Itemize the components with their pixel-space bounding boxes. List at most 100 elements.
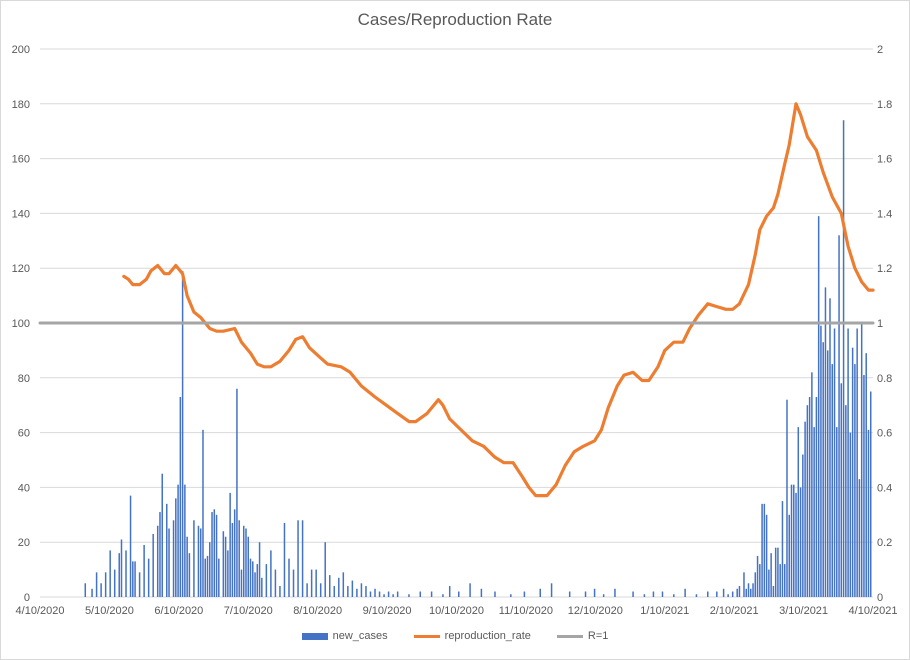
new-cases-bar xyxy=(836,427,838,597)
new-cases-bar xyxy=(156,525,159,597)
new-cases-bar xyxy=(869,391,872,597)
new-cases-bar xyxy=(229,492,231,597)
new-cases-bar xyxy=(396,591,399,597)
new-cases-bar xyxy=(822,342,824,597)
new-cases-bar xyxy=(374,588,376,597)
new-cases-bar xyxy=(847,328,849,597)
new-cases-bar xyxy=(252,561,254,597)
new-cases-bar xyxy=(132,561,134,597)
new-cases-bar xyxy=(236,388,238,597)
new-cases-bar xyxy=(306,583,308,597)
new-cases-bar xyxy=(829,298,831,597)
new-cases-bar xyxy=(238,520,240,597)
new-cases-bar xyxy=(188,553,191,597)
new-cases-bar xyxy=(469,583,471,597)
new-cases-bar xyxy=(193,520,195,597)
x-tick-label: 3/10/2021 xyxy=(779,605,828,617)
new-cases-bar xyxy=(790,484,793,597)
new-cases-bar xyxy=(736,588,738,597)
new-cases-bar xyxy=(815,396,818,597)
new-cases-bar xyxy=(120,539,123,597)
new-cases-bar xyxy=(211,512,213,597)
new-cases-bar xyxy=(731,591,734,597)
new-cases-bar xyxy=(297,520,299,597)
new-cases-bar xyxy=(84,583,87,597)
y-left-tick-label: 180 xyxy=(12,99,30,111)
new-cases-bar xyxy=(159,512,161,597)
new-cases-bar xyxy=(168,528,170,597)
new-cases-bar xyxy=(166,503,168,597)
new-cases-bar xyxy=(292,569,295,597)
new-cases-bar xyxy=(494,591,496,597)
new-cases-bar xyxy=(175,498,177,597)
new-cases-bar xyxy=(442,594,444,597)
new-cases-bar xyxy=(202,429,204,597)
new-cases-bar xyxy=(95,572,98,597)
new-cases-bar xyxy=(274,569,277,597)
new-cases-bar xyxy=(231,523,234,597)
x-tick-label: 11/10/2020 xyxy=(499,605,553,617)
legend-label: R=1 xyxy=(587,630,609,642)
legend-item: R=1 xyxy=(556,630,609,642)
new-cases-bar xyxy=(632,591,634,597)
legend-swatch xyxy=(556,634,583,638)
new-cases-bar xyxy=(328,575,331,597)
new-cases-bar xyxy=(652,591,655,597)
y-right-tick-label: 1.6 xyxy=(877,154,892,166)
new-cases-bar xyxy=(351,580,354,597)
new-cases-bar xyxy=(806,405,809,597)
new-cases-bar xyxy=(197,525,200,597)
new-cases-bar xyxy=(242,525,245,597)
new-cases-bar xyxy=(786,399,788,597)
new-cases-bar xyxy=(91,588,93,597)
new-cases-bar xyxy=(256,564,259,597)
new-cases-bar xyxy=(799,487,802,597)
new-cases-bar xyxy=(143,544,145,597)
legend-label: reproduction_rate xyxy=(444,630,531,642)
new-cases-bar xyxy=(138,572,141,597)
new-cases-bar xyxy=(365,586,367,597)
new-cases-bar xyxy=(315,569,317,597)
new-cases-bar xyxy=(763,503,766,597)
new-cases-bar xyxy=(283,523,286,597)
chart-plot: 0 20 40 60 80 100 120 140 160 180 200 0 0.2 0.4 0.6 0.8… xyxy=(12,44,898,617)
x-tick-label: 12/10/2020 xyxy=(568,605,623,617)
y-left-tick-label: 200 xyxy=(12,44,30,56)
y-right-tick-label: 1.4 xyxy=(877,208,892,220)
new-cases-bar xyxy=(342,572,345,597)
new-cases-bar xyxy=(392,594,394,597)
new-cases-bar xyxy=(387,591,390,597)
new-cases-bar xyxy=(279,586,281,597)
y-right-tick-label: 0 xyxy=(877,592,883,604)
new-cases-bar xyxy=(768,569,770,597)
new-cases-bar xyxy=(754,572,757,597)
legend-item: reproduction_rate xyxy=(413,630,531,642)
new-cases-bar xyxy=(347,586,349,597)
y-right-tick-label: 1 xyxy=(877,318,883,330)
x-tick-label: 9/10/2020 xyxy=(363,605,412,617)
new-cases-bar xyxy=(245,528,247,597)
new-cases-bar xyxy=(804,421,806,597)
new-cases-bar xyxy=(684,588,686,597)
new-cases-bar xyxy=(727,594,729,597)
legend-label: new_cases xyxy=(332,630,388,642)
x-tick-label: 10/10/2020 xyxy=(429,605,484,617)
new-cases-bar xyxy=(783,564,786,597)
reproduction-rate-line xyxy=(122,102,875,498)
new-cases-bar xyxy=(227,550,229,597)
new-cases-bar xyxy=(802,454,804,597)
new-cases-bar xyxy=(258,542,261,597)
new-cases-bar xyxy=(172,520,175,597)
new-cases-bar xyxy=(826,350,829,597)
y-left-tick-label: 140 xyxy=(12,208,30,220)
new-cases-bar xyxy=(215,514,218,597)
new-cases-bar xyxy=(643,594,646,597)
y-left-tick-label: 120 xyxy=(12,263,30,275)
new-cases-bar xyxy=(333,586,336,597)
new-cases-bar xyxy=(831,364,834,597)
y-right-tick-label: 1.2 xyxy=(877,263,892,275)
new-cases-bar xyxy=(104,572,107,597)
new-cases-bar xyxy=(759,564,761,597)
y-right-tick-label: 0.6 xyxy=(877,428,892,440)
